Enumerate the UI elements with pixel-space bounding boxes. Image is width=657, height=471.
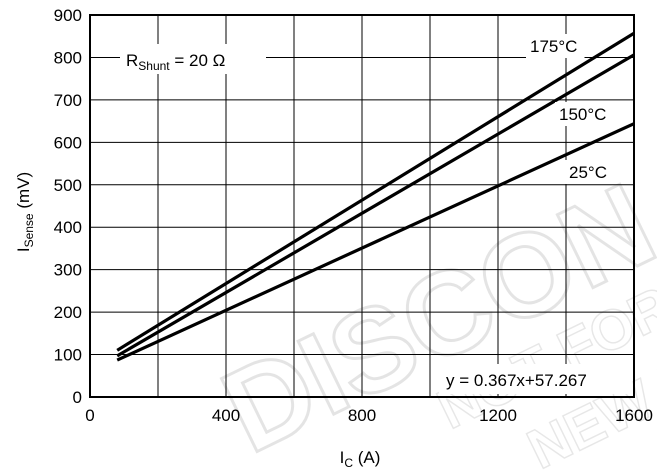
x-tick-label: 1200 bbox=[479, 406, 517, 425]
series-label: 150°C bbox=[559, 105, 606, 124]
series-label: 25°C bbox=[569, 163, 607, 182]
equation-text: y = 0.367x+57.267 bbox=[446, 371, 587, 390]
shunt-annotation: RShunt = 20 Ω bbox=[120, 44, 266, 74]
equation-box bbox=[439, 364, 631, 394]
series-label: 175°C bbox=[530, 37, 577, 56]
y-tick-label: 400 bbox=[54, 218, 82, 237]
series-label-bg bbox=[526, 34, 585, 58]
series-line bbox=[116, 122, 635, 362]
y-axis-label: ISense (mV) bbox=[14, 172, 36, 252]
y-tick-label: 700 bbox=[54, 91, 82, 110]
y-tick-label: 100 bbox=[54, 346, 82, 365]
series-layer bbox=[116, 31, 635, 362]
y-tick-labels: 0 100 200 300 400 500 600 700 800 900 bbox=[54, 6, 82, 407]
y-tick-label: 900 bbox=[54, 6, 82, 25]
plot-frame bbox=[89, 14, 635, 398]
series-line bbox=[116, 31, 635, 352]
x-tick-labels: 0 400 800 1200 1600 bbox=[85, 406, 653, 425]
y-tick-label: 600 bbox=[54, 133, 82, 152]
y-tick-label: 0 bbox=[73, 388, 82, 407]
x-tick-label: 800 bbox=[348, 406, 376, 425]
shunt-annotation-text: RShunt = 20 Ω bbox=[126, 51, 225, 73]
x-tick-label: 1600 bbox=[615, 406, 653, 425]
x-tick-label: 0 bbox=[85, 406, 94, 425]
x-tick-label: 400 bbox=[212, 406, 240, 425]
series-labels: 175°C 150°C 25°C bbox=[526, 34, 614, 184]
shunt-annotation-box bbox=[120, 44, 266, 74]
equation-annotation: y = 0.367x+57.267 bbox=[439, 364, 631, 394]
y-tick-label: 800 bbox=[54, 48, 82, 67]
series-label-bg bbox=[565, 160, 613, 184]
series-label-bg bbox=[555, 102, 614, 126]
y-tick-label: 500 bbox=[54, 176, 82, 195]
grid bbox=[90, 15, 634, 397]
y-tick-label: 300 bbox=[54, 261, 82, 280]
x-axis-label: IC (A) bbox=[340, 448, 381, 470]
series-line bbox=[116, 53, 635, 358]
y-tick-label: 200 bbox=[54, 303, 82, 322]
